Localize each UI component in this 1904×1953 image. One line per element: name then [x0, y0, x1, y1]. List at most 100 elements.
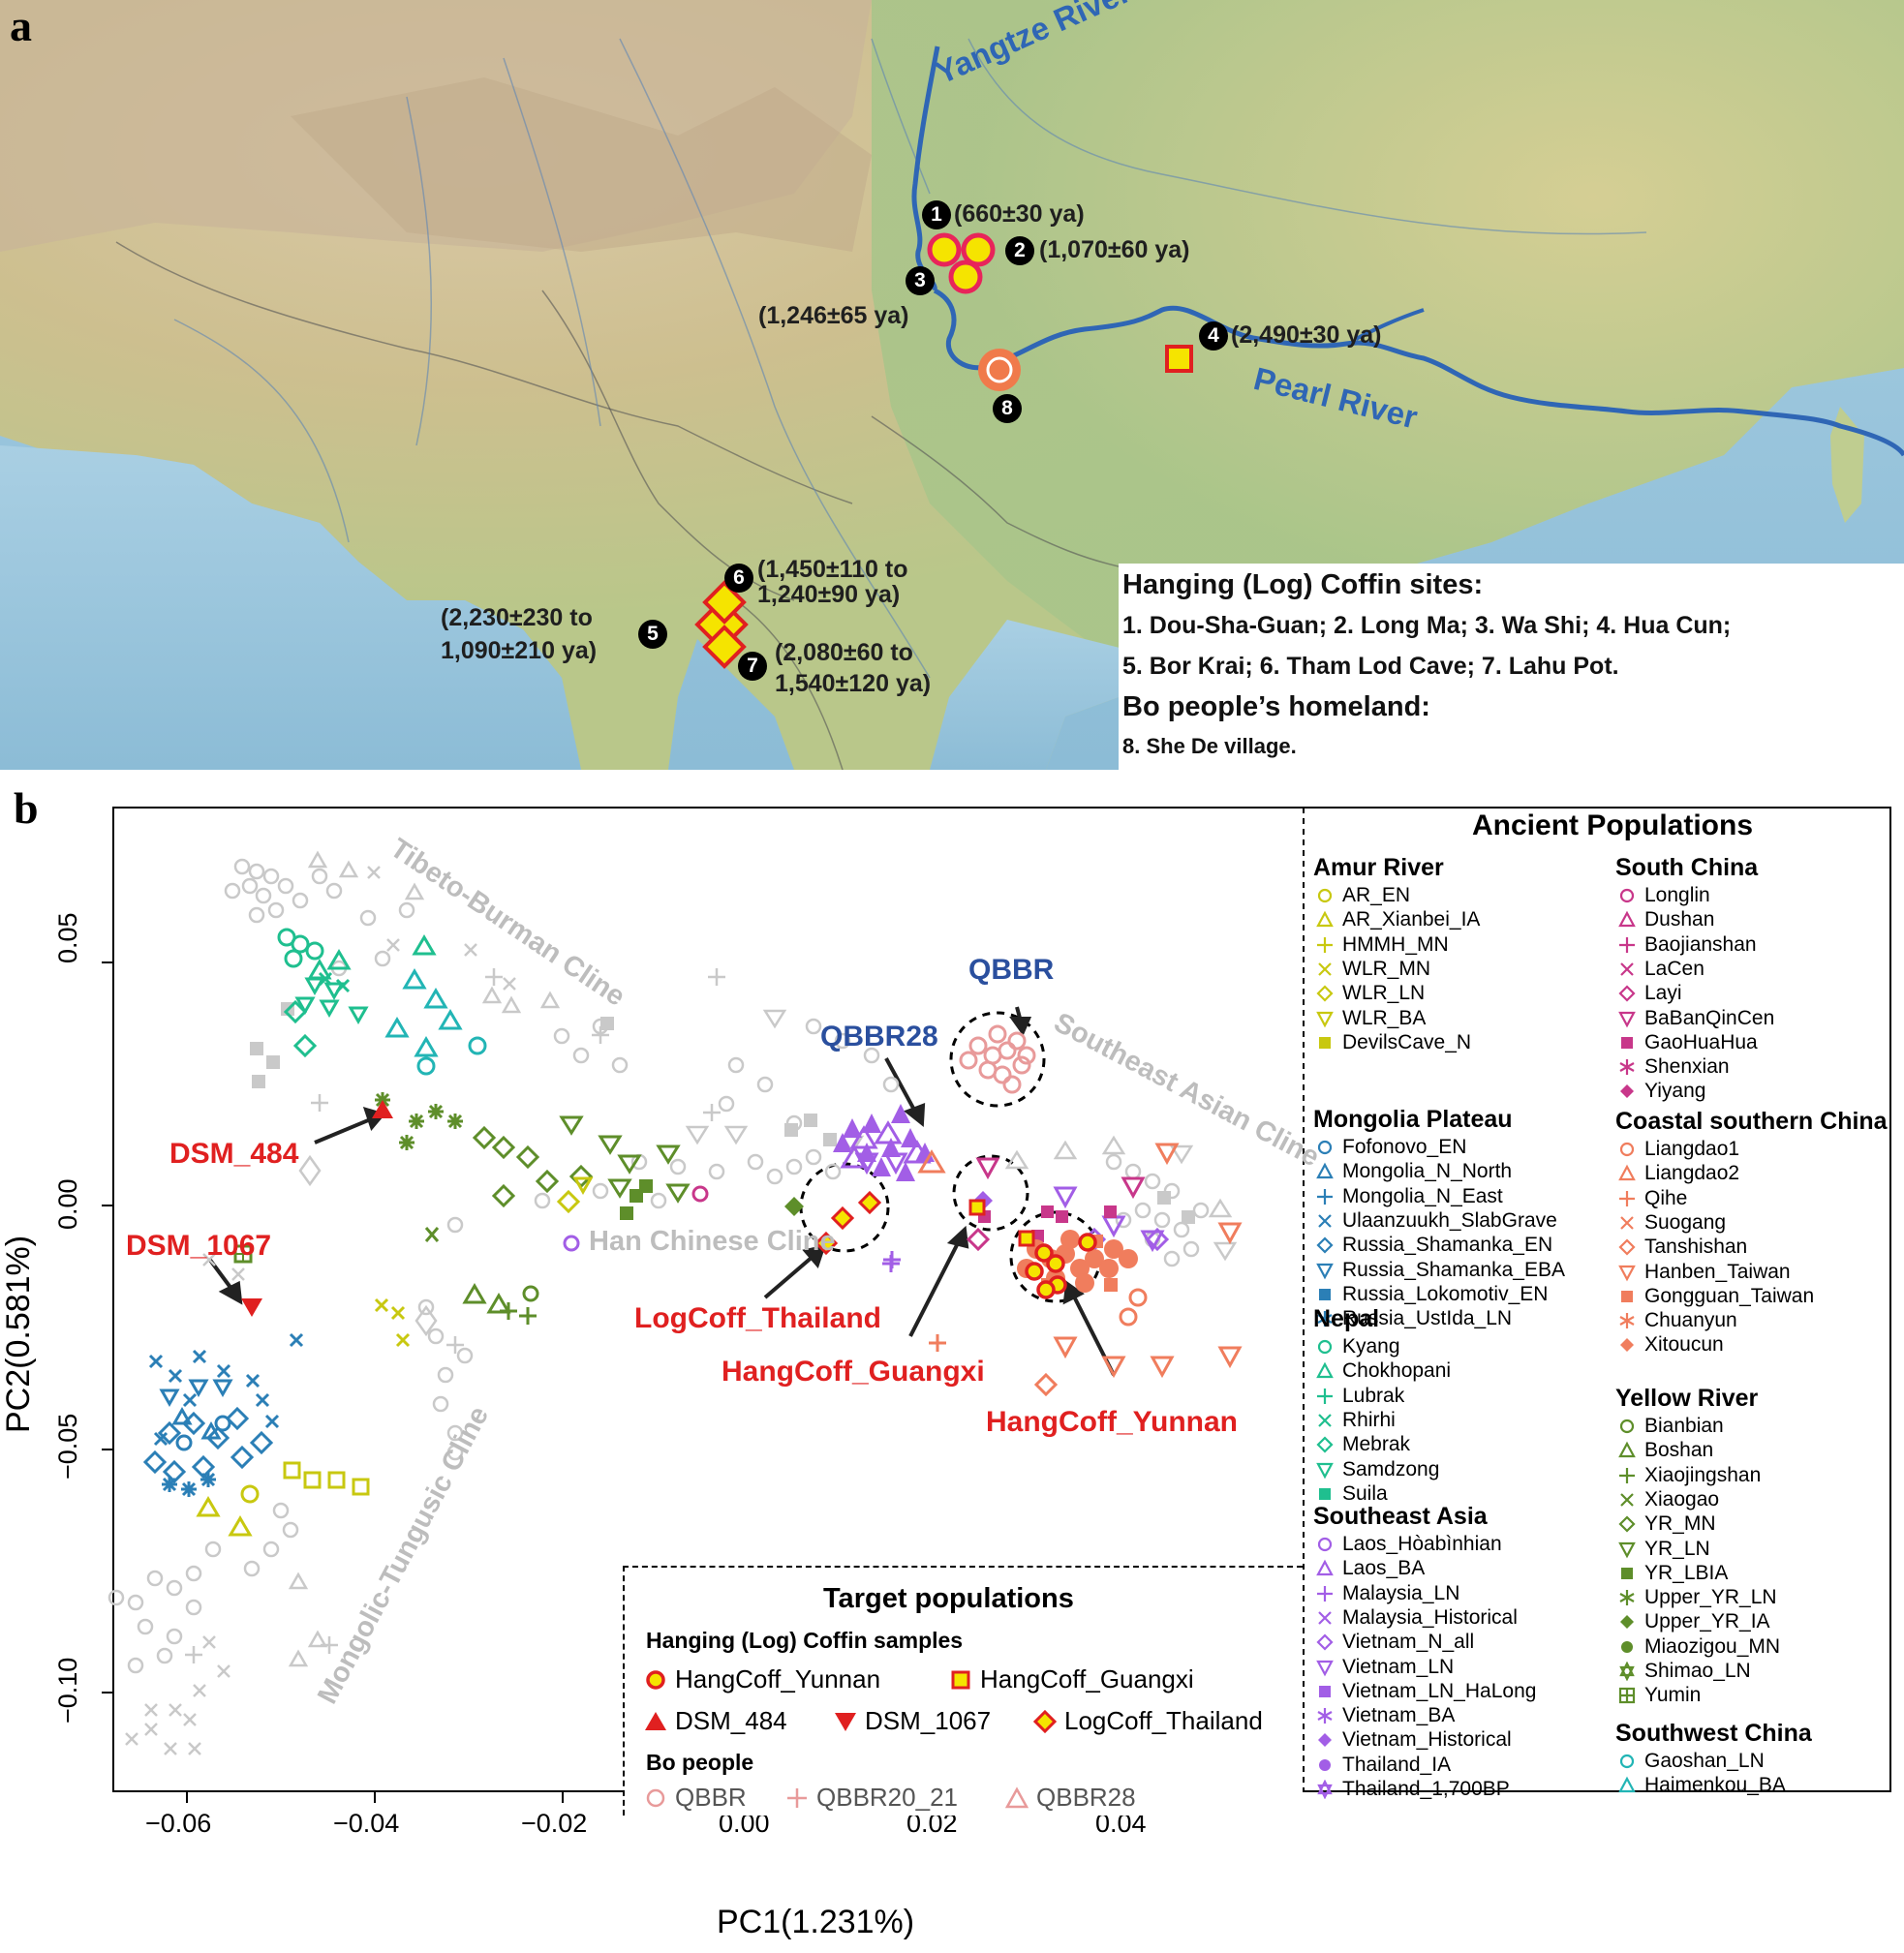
diamond-marker-icon: [1033, 1710, 1057, 1733]
annotation-hangcoff-yunnan: HangCoff_Yunnan: [986, 1406, 1238, 1438]
legend-item-label: Dushan: [1644, 908, 1715, 931]
square-fill-marker-icon: [1319, 1288, 1331, 1300]
site-7-badge: 7: [738, 652, 767, 681]
triangle-marker-icon: [1316, 1361, 1334, 1379]
plus-marker-icon: [1317, 1585, 1333, 1602]
diamond-fill-marker-icon: [1620, 1338, 1634, 1353]
site-1-marker: [927, 232, 962, 267]
circle-fill-marker-icon: [1319, 1758, 1331, 1771]
site-legend-line-2: 5. Bor Krai; 6. Tham Lod Cave; 7. Lahu P…: [1122, 653, 1619, 680]
tri-down-marker-icon: [1316, 1263, 1334, 1279]
han-chinese-cline-label: Han Chinese Cline: [589, 1226, 836, 1257]
legend-item-label: Bianbian: [1644, 1415, 1724, 1437]
legend-item-label: LaCen: [1644, 957, 1704, 980]
site-1-date: (660±30 ya): [954, 200, 1085, 228]
legend-group-nepal: Nepal: [1313, 1305, 1380, 1332]
legend-item-label: Yiyang: [1644, 1080, 1706, 1103]
y-tick-neg0.05: −0.05: [53, 1413, 82, 1480]
open-circle-marker-icon: [646, 1788, 665, 1808]
x-marker-icon: [1318, 1611, 1332, 1625]
site-legend: Hanging (Log) Coffin sites: 1. Dou-Sha-G…: [1119, 564, 1904, 770]
triangle-up-marker-icon: [645, 1712, 666, 1730]
site-1-badge: 1: [922, 200, 951, 229]
ancient-populations-legend: Ancient Populations Amur River AR_EN AR_Xi…: [1304, 809, 1889, 1800]
annotation-qbbr28: QBBR28: [820, 1021, 938, 1053]
site-6-marker: [702, 580, 747, 625]
diamond-fill-marker-icon: [1620, 1615, 1634, 1630]
homeland-line: 8. She De village.: [1122, 734, 1297, 758]
legend-item-label: Xiaogao: [1644, 1487, 1720, 1511]
diamond-marker-icon: [1316, 1633, 1334, 1651]
triangle-marker-icon: [1618, 1164, 1636, 1181]
legend-item-label: Suila: [1342, 1481, 1388, 1505]
legend-item-label: DevilsCave_N: [1342, 1030, 1472, 1053]
target-legend-title: Target populations: [823, 1583, 1074, 1614]
square-plus-marker-icon: [1618, 1688, 1636, 1704]
site-3-marker: [948, 259, 983, 294]
legend-item-label: WLR_BA: [1342, 1006, 1427, 1029]
square-fill-marker-icon: [1319, 1685, 1331, 1697]
legend-item-label: Rhirhi: [1342, 1408, 1396, 1431]
plus-marker-icon: [787, 1788, 807, 1808]
legend-item-label: Gongguan_Taiwan: [1644, 1284, 1815, 1307]
legend-group-southwest-china: Southwest China: [1615, 1720, 1812, 1747]
legend-item-label: Thailand_1,700BP: [1342, 1778, 1510, 1800]
legend-item-label: Russia_Shamanka_EBA: [1342, 1258, 1565, 1281]
circle-marker-icon: [1619, 1142, 1635, 1157]
x-marker-icon: [1620, 1216, 1634, 1230]
plus-marker-icon: [1619, 936, 1635, 953]
legend-item-label: Tanshishan: [1644, 1236, 1748, 1259]
x-tick-neg0.06: −0.06: [145, 1809, 212, 1838]
star-marker-icon: [1317, 1780, 1333, 1799]
annotation-hangcoff-guangxi: HangCoff_Guangxi: [722, 1356, 985, 1388]
legend-item-label: GaoHuaHua: [1644, 1030, 1758, 1053]
legend-item-label: Baojianshan: [1644, 932, 1757, 956]
triangle-down-marker-icon: [835, 1713, 856, 1731]
legend-group-coastal-southern-china: Coastal southern China: [1615, 1108, 1888, 1135]
site-6-date-2: 1,240±90 ya): [757, 581, 901, 608]
x-marker-icon: [1318, 1414, 1332, 1427]
star-marker-icon: [1619, 1662, 1635, 1681]
x-marker-icon: [1620, 962, 1634, 976]
circle-marker-icon: [1317, 1140, 1333, 1155]
legend-item-label: WLR_MN: [1342, 957, 1431, 980]
site-5-date-1: (2,230±230 to: [441, 604, 593, 631]
legend-item-label: Mebrak: [1342, 1433, 1411, 1456]
x-marker-icon: [1318, 1214, 1332, 1228]
legend-item-label: Shimao_LN: [1644, 1660, 1751, 1682]
circle-marker-icon: [1317, 1339, 1333, 1355]
tri-down-marker-icon: [1316, 1462, 1334, 1479]
asterisk-marker-icon: [1619, 1313, 1635, 1329]
triangle-marker-icon: [1618, 1441, 1636, 1458]
triangle-marker-icon: [1618, 910, 1636, 928]
site-3-badge: 3: [906, 266, 935, 295]
x-axis-label: PC1(1.231%): [717, 1904, 915, 1940]
site-6-badge: 6: [724, 564, 753, 593]
legend-item-label: Gaoshan_LN: [1644, 1750, 1765, 1772]
legend-item-label: Laos_BA: [1342, 1557, 1426, 1580]
legend-item-label: Upper_YR_LN: [1644, 1586, 1777, 1609]
legend-item-label: Xiaojingshan: [1644, 1463, 1762, 1486]
panel-a-map: a Yangtze River Pearl River 1 (660±30 ya…: [0, 0, 1904, 770]
tri-down-marker-icon: [1618, 1011, 1636, 1027]
target-legend-group-coffin: Hanging (Log) Coffin samples: [646, 1628, 964, 1653]
legend-item-label: Vietnam_Historical: [1342, 1728, 1512, 1752]
legend-group-amur-river: Amur River: [1313, 854, 1444, 881]
legend-item-label: BaBanQinCen: [1644, 1006, 1775, 1029]
legend-item-label: Chuanyun: [1644, 1309, 1737, 1332]
site-5-date-2: 1,090±210 ya): [441, 637, 598, 664]
diamond-marker-icon: [1618, 985, 1636, 1002]
plus-marker-icon: [1317, 1188, 1333, 1205]
x-marker-icon: [1318, 962, 1332, 976]
y-axis-label: PC2(0.581%): [0, 1235, 37, 1433]
legend-item-label: Layi: [1644, 982, 1682, 1005]
x-tick-neg0.02: −0.02: [521, 1809, 588, 1838]
site-7-date-1: (2,080±60 to: [775, 639, 913, 666]
diamond-fill-marker-icon: [1620, 1084, 1634, 1099]
circle-fill-marker-icon: [1621, 1640, 1633, 1653]
legend-item-label: Russia_UstIda_LN: [1342, 1307, 1513, 1330]
panel-letter-a: a: [10, 1, 32, 50]
y-tick-0.00: 0.00: [53, 1178, 82, 1230]
annotation-logcoff-thailand: LogCoff_Thailand: [634, 1302, 881, 1334]
legend-item-label: Longlin: [1644, 884, 1710, 906]
